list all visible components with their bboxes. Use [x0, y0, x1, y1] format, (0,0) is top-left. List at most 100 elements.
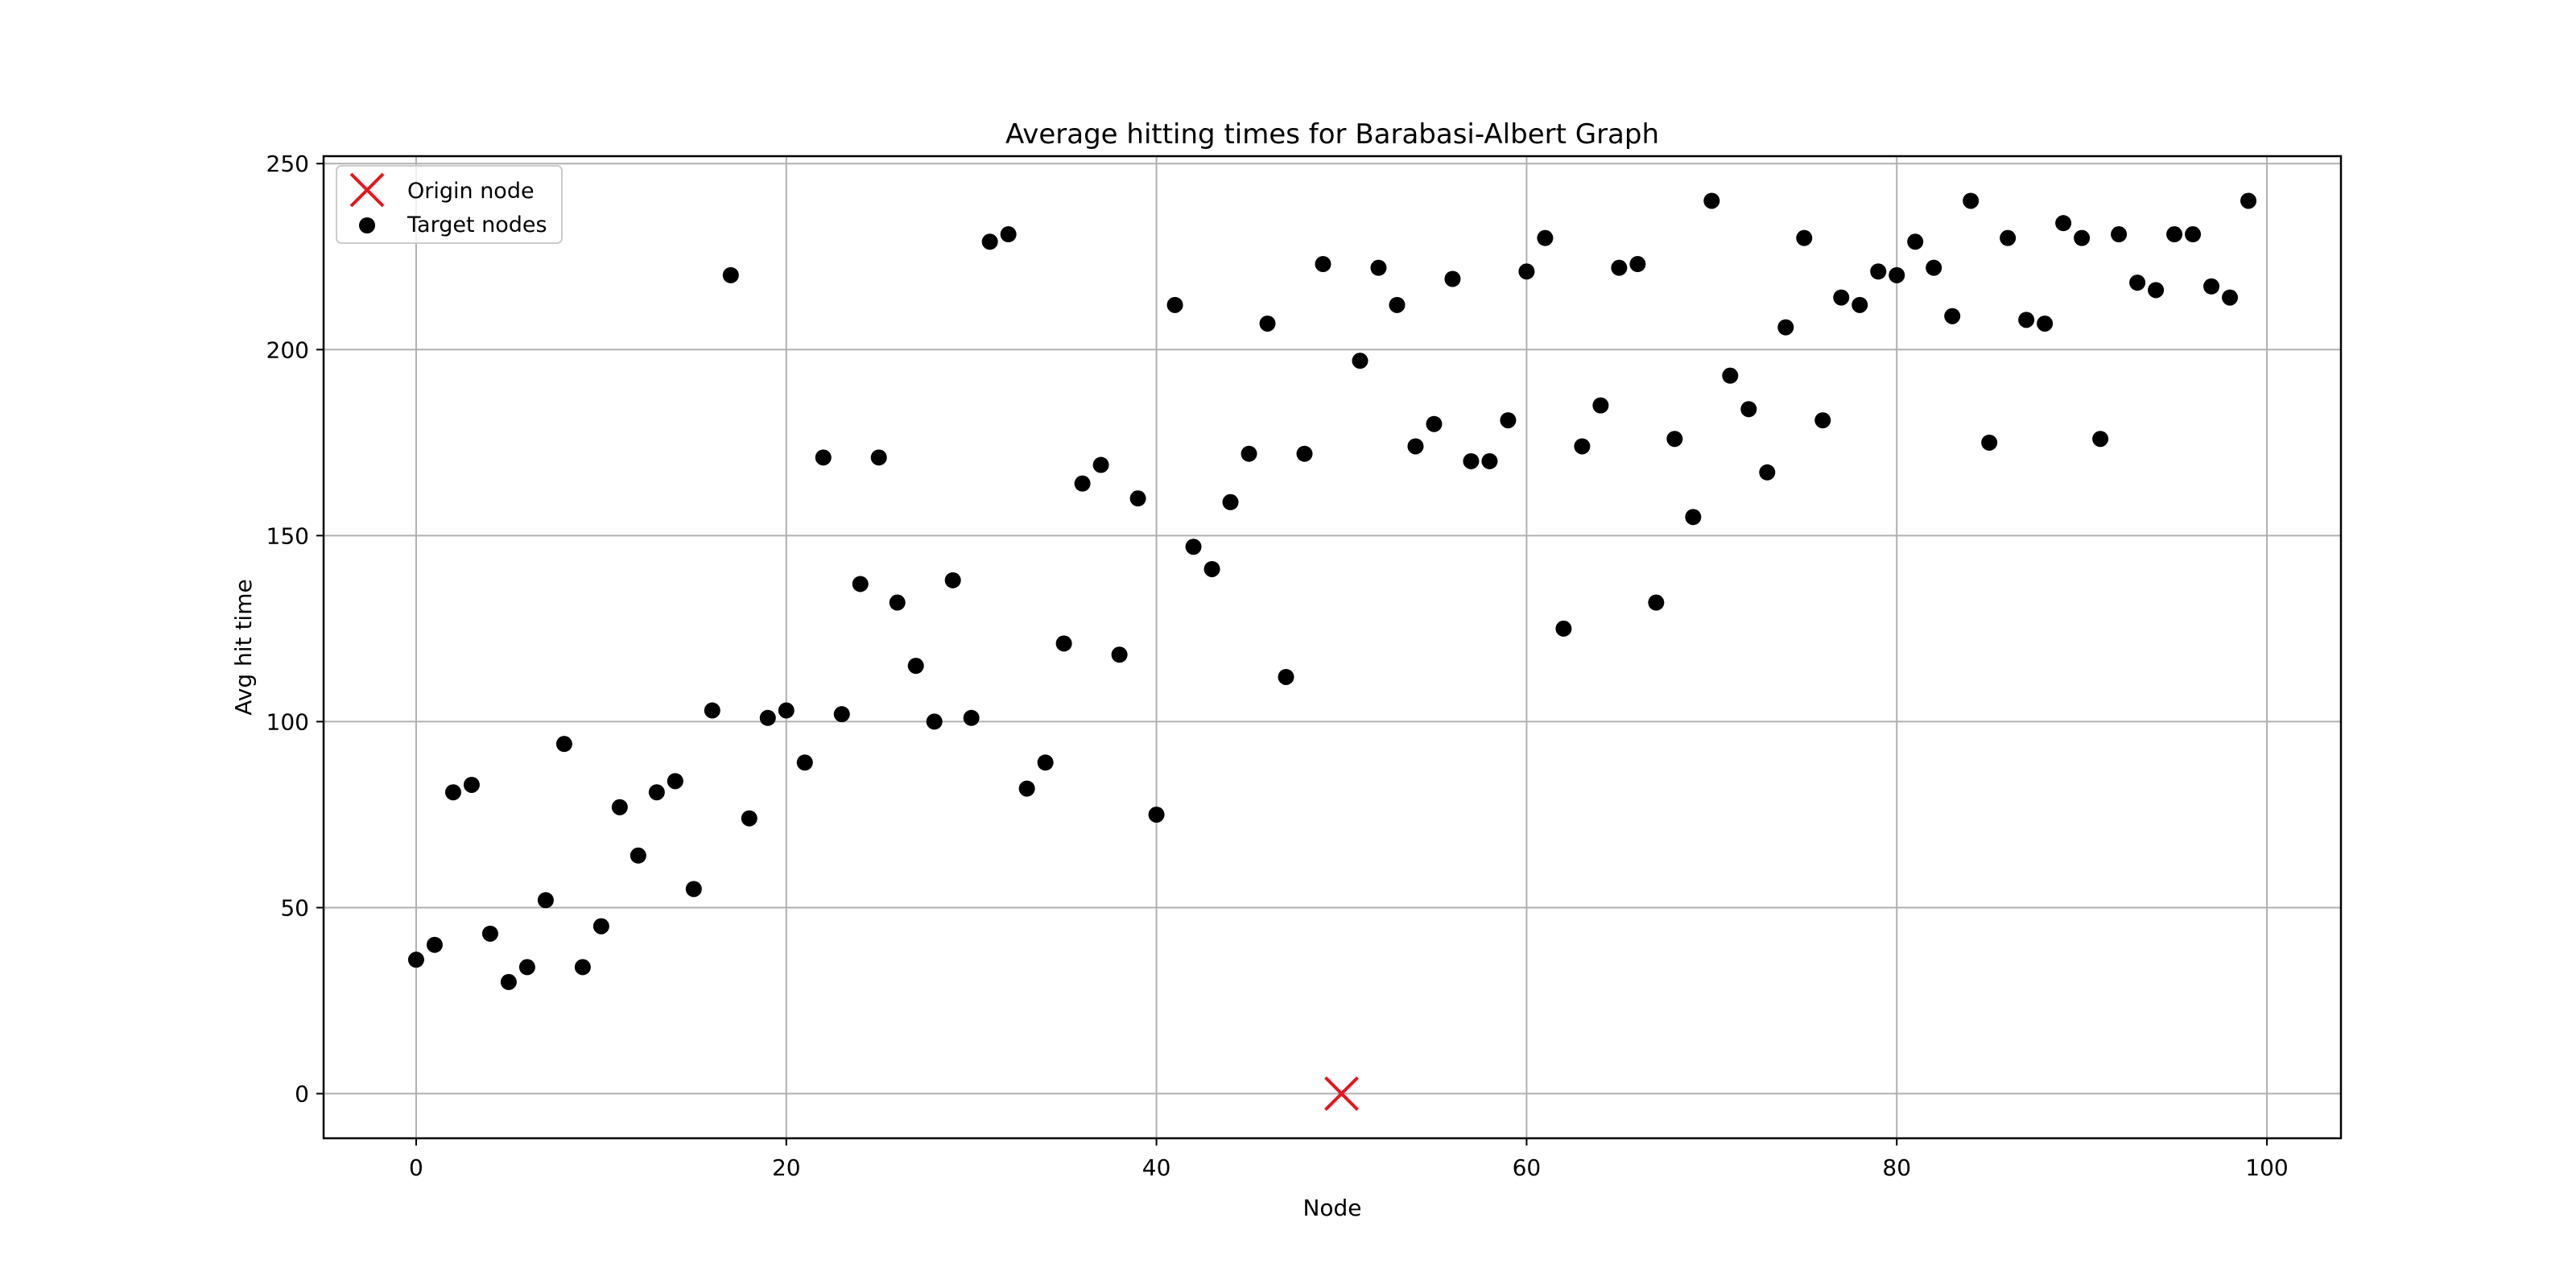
target-node-point [574, 959, 591, 976]
origin-node-marker [1324, 1076, 1359, 1111]
target-node-point [1222, 493, 1239, 510]
target-node-point [463, 776, 480, 793]
target-node-point [1055, 635, 1072, 652]
target-node-point [963, 709, 980, 726]
legend-target-marker [359, 217, 375, 233]
legend-x-stroke [349, 172, 385, 208]
target-node-point [2018, 312, 2035, 328]
target-node-point [1852, 296, 1868, 313]
target-node-point [1111, 646, 1128, 663]
legend-label: Origin node [407, 179, 535, 204]
target-node-point [1611, 259, 1628, 276]
target-node-point [426, 936, 443, 953]
target-node-point [815, 449, 832, 466]
legend: Origin node Target nodes [336, 165, 563, 244]
target-node-point [1685, 509, 1702, 526]
target-node-point [1833, 289, 1850, 306]
plot-area-frame [322, 155, 2343, 1140]
target-node-point [1370, 259, 1387, 276]
target-node-point [2000, 229, 2017, 246]
chart-title: Average hitting times for Barabasi-Alber… [1005, 118, 1659, 151]
target-node-point [2203, 278, 2220, 295]
y-tick-label: 150 [266, 522, 309, 549]
target-node-point [2148, 282, 2165, 299]
target-node-point [592, 918, 609, 935]
target-node-point [1296, 445, 1313, 462]
target-node-point [1666, 431, 1683, 448]
target-node-point [1481, 452, 1498, 469]
target-node-point [2166, 226, 2183, 243]
target-node-point [944, 572, 961, 588]
target-node-point [1074, 475, 1091, 492]
target-node-point [1889, 266, 1905, 283]
target-node-point [2240, 192, 2257, 209]
target-node-point [1759, 464, 1776, 481]
x-tick-label: 20 [772, 1154, 801, 1181]
target-node-point [1926, 259, 1942, 276]
target-node-point [1389, 296, 1406, 313]
target-node-point [833, 706, 850, 723]
target-node-point [407, 952, 424, 968]
target-node-point [1703, 192, 1720, 209]
target-node-point [2055, 215, 2072, 232]
target-node-point [1796, 229, 1813, 246]
target-node-point [2111, 226, 2128, 243]
target-node-point [2185, 226, 2202, 243]
target-node-point [630, 847, 646, 864]
target-node-point [481, 925, 498, 942]
target-node-point [1129, 490, 1146, 507]
target-node-point [1629, 256, 1646, 273]
target-node-point [1092, 456, 1109, 473]
target-node-point [555, 736, 572, 753]
x-axis-label: Node [1302, 1195, 1361, 1221]
y-tick-label: 250 [266, 151, 309, 177]
target-node-point [741, 810, 758, 827]
target-node-point [1315, 256, 1331, 273]
y-tick-label: 200 [266, 336, 309, 363]
y-tick-label: 50 [280, 894, 309, 921]
y-tick-label: 0 [295, 1081, 309, 1108]
target-node-point [759, 709, 776, 726]
x-tick-label: 80 [1882, 1154, 1911, 1181]
target-node-point [518, 959, 535, 976]
origin-x-stroke [1324, 1076, 1359, 1111]
target-node-point [1814, 412, 1831, 429]
target-node-point [667, 773, 683, 790]
target-node-point [1777, 319, 1794, 336]
target-node-point [2129, 275, 2146, 291]
target-node-point [907, 658, 924, 675]
target-node-point [778, 702, 795, 719]
target-node-point [2222, 289, 2239, 306]
target-node-point [1907, 233, 1924, 250]
target-node-point [444, 784, 461, 801]
target-node-point [1574, 438, 1591, 455]
target-node-point [1463, 452, 1480, 469]
y-axis-label: Avg hit time [230, 579, 257, 715]
x-tick-label: 0 [409, 1154, 423, 1181]
target-node-point [537, 892, 554, 909]
target-node-point [1407, 438, 1424, 455]
target-node-point [870, 449, 887, 466]
data-points [407, 192, 2257, 1111]
grid-lines [324, 156, 2341, 1138]
target-node-point [1166, 296, 1183, 313]
target-node-point [1426, 415, 1443, 432]
target-node-point [2074, 229, 2091, 246]
target-node-point [1722, 367, 1739, 384]
target-node-point [1500, 412, 1517, 429]
target-node-point [648, 784, 665, 801]
target-node-point [1000, 226, 1017, 243]
target-node-point [1037, 754, 1054, 771]
target-node-point [685, 881, 702, 898]
target-node-point [1018, 780, 1035, 797]
target-node-point [611, 799, 628, 815]
legend-origin-marker [349, 172, 385, 208]
target-node-point [796, 754, 813, 771]
target-node-point [2037, 315, 2054, 332]
target-node-point [1870, 263, 1887, 280]
x-tick-label: 40 [1142, 1154, 1171, 1181]
target-node-point [1648, 594, 1665, 611]
target-node-point [1592, 397, 1609, 414]
target-node-point [1241, 445, 1257, 462]
